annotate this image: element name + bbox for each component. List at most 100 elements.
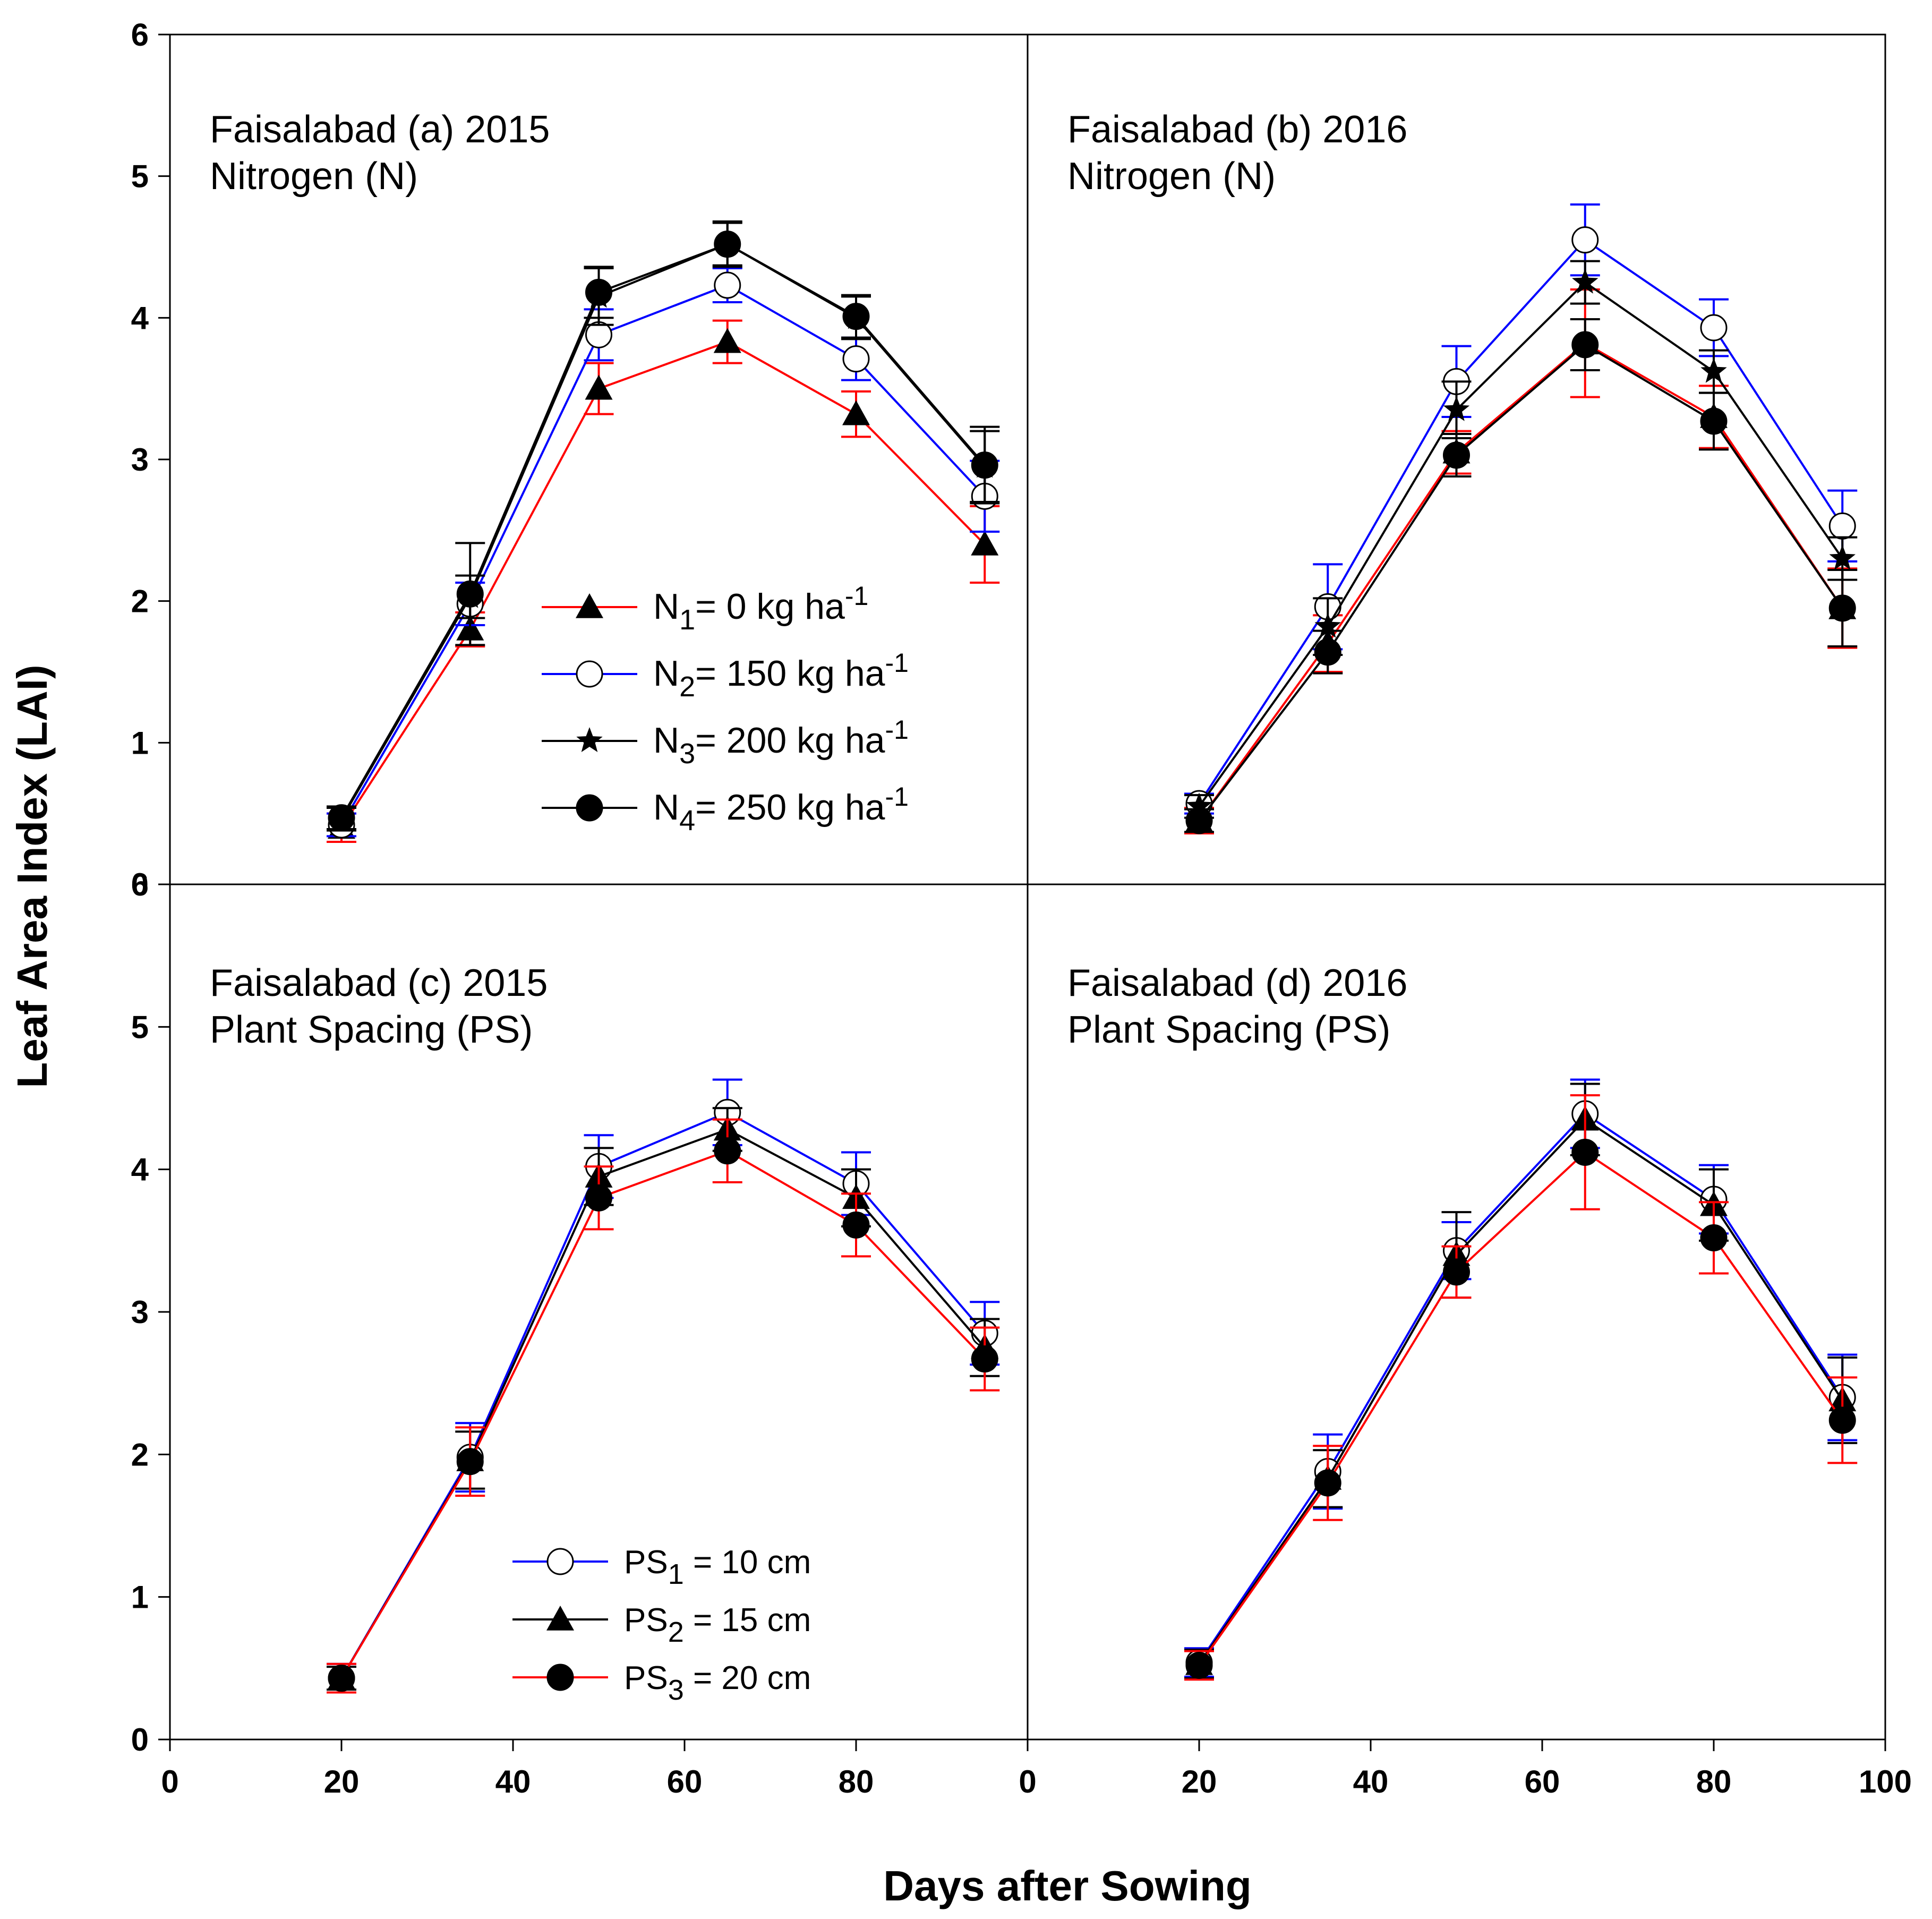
legend-label: N4= 250 kg ha-1 [653,782,909,837]
y-tick-label: 2 [131,1437,149,1472]
panel-subtitle: Plant Spacing (PS) [210,1009,533,1051]
data-point [1700,314,1728,342]
data-point [585,374,613,400]
y-tick-label: 6 [131,867,149,902]
y-tick-label: 4 [131,300,149,336]
data-point [714,271,741,299]
series-3 [1184,1094,1858,1681]
data-point [1700,407,1728,435]
x-tick-label: 60 [1525,1764,1560,1799]
data-point [1443,441,1470,469]
data-point [585,278,612,306]
legend-label: PS2 = 15 cm [624,1602,811,1648]
series-line [1198,1112,1843,1664]
data-point [971,451,998,479]
data-point [328,804,355,832]
legend-marker [576,660,603,688]
panels: 0 1 2 3 4 5 6 Faisalabad (a) 2015 Nitrogen (N) N1… [131,17,1912,1799]
data-point [842,345,870,373]
series-line [340,1149,986,1679]
series-line [340,1111,986,1679]
y-tick-label: 1 [131,725,149,761]
legend-marker [546,1606,574,1631]
x-tick-label: 0 [1019,1764,1036,1799]
series-line [340,243,986,818]
data-point [971,1345,998,1373]
series-line [340,340,986,829]
x-tick-label: 60 [667,1764,703,1799]
panel-subtitle: Nitrogen (N) [1067,155,1276,198]
series-line [1198,1118,1843,1665]
legend: PS1 = 10 cm PS2 = 15 cm PS3 = 20 cm [512,1544,811,1706]
data-point [328,1665,355,1692]
panel-subtitle: Plant Spacing (PS) [1067,1009,1390,1051]
series-line [1198,238,1843,805]
y-tick-label: 0 [131,867,149,902]
legend-marker [576,727,603,752]
panel-title-line1: Faisalabad (a) 2015 [210,108,550,151]
legend: N1= 0 kg ha-1 N2= 150 kg ha-1 N3= 200 kg h… [542,581,909,837]
data-point [1314,612,1341,638]
data-point [1700,357,1727,383]
data-point [1185,1651,1213,1679]
panel-title-line1: Faisalabad (d) 2016 [1067,962,1407,1004]
x-tick-label: 0 [161,1764,178,1799]
panel-d: 0 20 40 60 80 100 Faisalabad (d) 2016 Plant Spa… [1019,883,1912,1799]
legend-marker [576,593,603,618]
x-axis-title: Days after Sowing [883,1862,1252,1909]
series-4 [327,220,1000,832]
series-line [340,284,986,826]
data-point [713,328,741,353]
data-point [1572,268,1598,294]
x-tick-label: 80 [1696,1764,1732,1799]
y-tick-label: 0 [131,1722,149,1758]
legend-marker [546,1664,574,1691]
data-point [1571,1138,1599,1166]
legend-marker [546,1548,574,1575]
data-point [456,580,484,608]
y-tick-label: 5 [131,1009,149,1045]
data-point [971,531,999,556]
series-line [1198,343,1843,822]
data-point [842,1211,870,1239]
y-tick-label: 1 [131,1580,149,1615]
legend-label: PS3 = 20 cm [624,1660,811,1706]
panel-frame [1027,883,1886,1741]
data-point [1186,792,1212,818]
data-point [714,231,741,258]
x-tick-label: 80 [839,1764,874,1799]
data-point [1443,396,1470,421]
x-tick-label: 40 [1353,1764,1389,1799]
data-point [1314,1469,1341,1497]
data-point [1828,1406,1856,1434]
series-3 [327,1118,1000,1694]
y-tick-label: 4 [131,1152,149,1188]
legend-label: PS1 = 10 cm [624,1544,811,1590]
data-point [1571,331,1599,359]
legend-marker [576,794,603,822]
series-line [1198,281,1843,807]
data-point [456,1448,484,1476]
x-tick-label: 20 [1182,1764,1217,1799]
x-tick-label: 20 [324,1764,360,1799]
data-point [1828,594,1856,622]
y-tick-label: 5 [131,159,149,194]
y-tick-label: 6 [131,17,149,53]
x-tick-label: 100 [1859,1764,1912,1799]
x-tick-label: 40 [495,1764,531,1799]
data-point [842,303,870,330]
data-point [1828,512,1856,540]
legend-label: N2= 150 kg ha-1 [653,648,909,703]
legend-label: N1= 0 kg ha-1 [653,581,868,636]
data-point [1443,1258,1470,1286]
panel-title-line1: Faisalabad (c) 2015 [210,962,548,1004]
data-point [1185,807,1213,834]
y-tick-label: 2 [131,584,149,619]
y-tick-label: 3 [131,442,149,477]
legend-label: N3= 200 kg ha-1 [653,715,909,770]
y-tick-label: 3 [131,1294,149,1330]
